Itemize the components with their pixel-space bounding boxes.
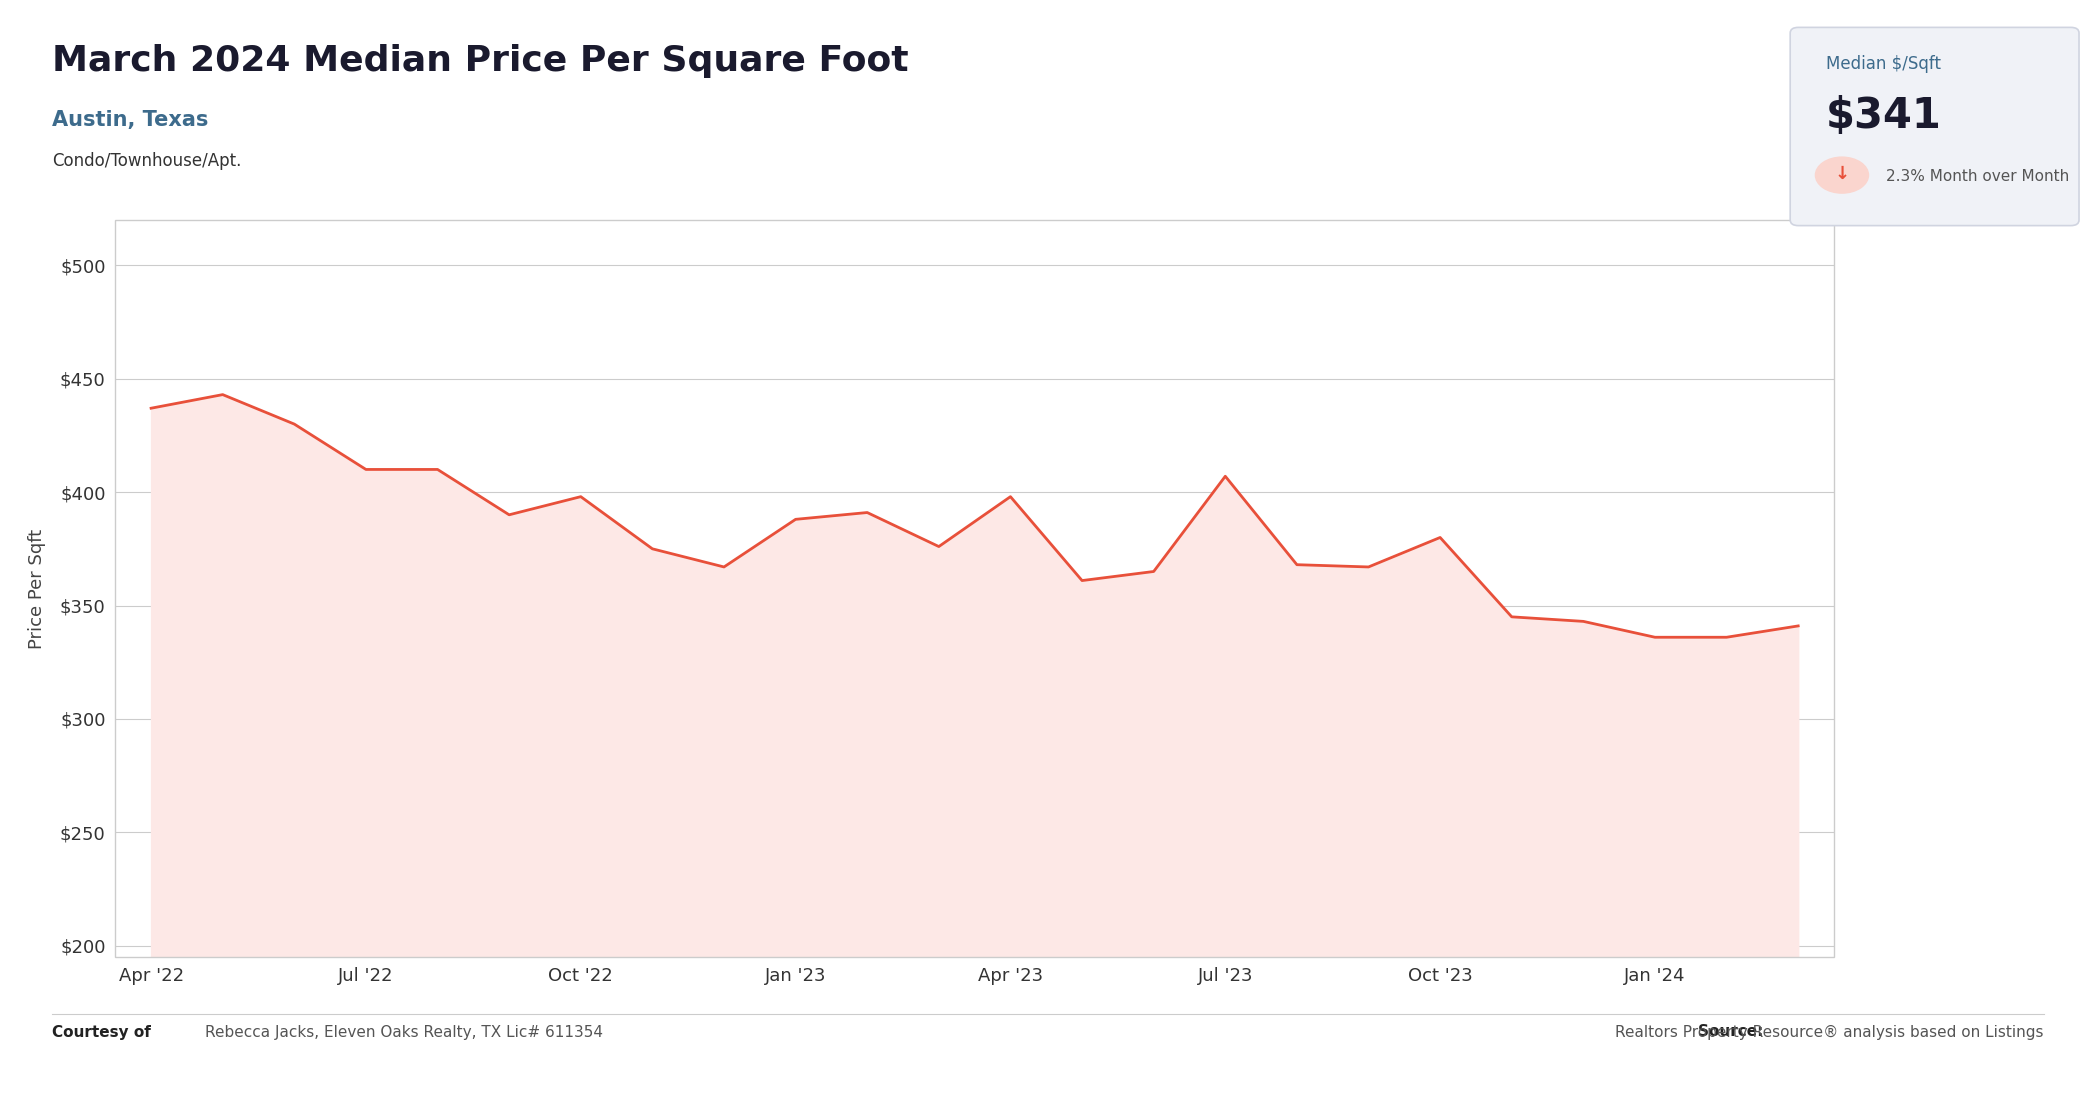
Text: Courtesy of: Courtesy of	[52, 1024, 157, 1040]
FancyBboxPatch shape	[1790, 28, 2079, 226]
Text: $341: $341	[1826, 95, 1941, 136]
Text: Austin, Texas: Austin, Texas	[52, 110, 210, 130]
Text: Condo/Townhouse/Apt.: Condo/Townhouse/Apt.	[52, 152, 241, 169]
Text: Realtors Property Resource® analysis based on Listings: Realtors Property Resource® analysis bas…	[1616, 1024, 2044, 1040]
Y-axis label: Price Per Sqft: Price Per Sqft	[27, 528, 46, 649]
Text: Median $/Sqft: Median $/Sqft	[1826, 55, 1941, 74]
Text: Source:: Source:	[1698, 1024, 1769, 1040]
Text: Rebecca Jacks, Eleven Oaks Realty, TX Lic# 611354: Rebecca Jacks, Eleven Oaks Realty, TX Li…	[205, 1024, 604, 1040]
Text: 2.3% Month over Month: 2.3% Month over Month	[1886, 168, 2069, 184]
Text: ↓: ↓	[1834, 165, 1849, 184]
Text: March 2024 Median Price Per Square Foot: March 2024 Median Price Per Square Foot	[52, 44, 910, 78]
Circle shape	[1815, 156, 1870, 194]
